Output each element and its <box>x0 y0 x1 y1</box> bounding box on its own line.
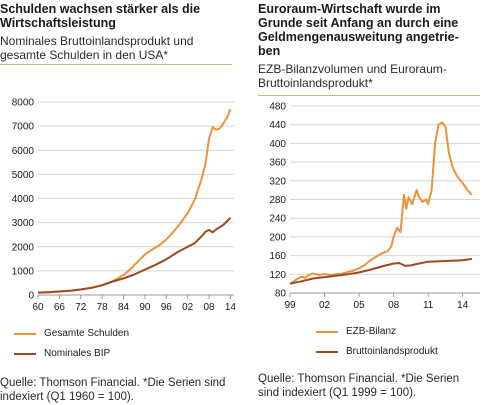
x-tick-label: 08 <box>203 302 215 313</box>
x-tick-label: 84 <box>118 302 130 313</box>
y-tick-label: 440 <box>269 120 286 131</box>
chart-title-line: Grunde seit Anfang an durch eine <box>258 16 459 30</box>
chart-title: Euroraum-Wirtschaft wurde im Grunde seit… <box>258 2 487 58</box>
chart-title-line: Geldmengenausweitung angetrie- <box>258 30 459 44</box>
y-tick-label: 0 <box>28 291 34 302</box>
chart-source: Quelle: Thomson Financial. *Die Serien s… <box>0 377 226 403</box>
y-tick-label: 80 <box>275 289 287 300</box>
x-tick-label: 11 <box>423 300 434 311</box>
y-tick-label: 120 <box>269 270 286 281</box>
chart-subtitle: Nominales Bruttoinlandsprodukt und gesam… <box>0 34 194 62</box>
chart-subtitle: EZB-Bilanzvolumen und Euroraum- Bruttoin… <box>258 62 487 90</box>
y-tick-label: 480 <box>269 102 286 113</box>
title-divider <box>0 64 232 65</box>
y-tick-label: 200 <box>269 232 286 243</box>
x-tick-label: 60 <box>32 302 44 313</box>
y-tick-label: 8000 <box>12 98 35 109</box>
legend-label: Gesamte Schulden <box>44 328 130 339</box>
x-tick-label: 90 <box>139 302 151 313</box>
series-line <box>37 108 232 294</box>
legend-swatch <box>14 353 36 355</box>
x-tick-label: 78 <box>97 302 109 313</box>
chart-source: Quelle: Thomson Financial. *Die Serien s… <box>258 373 460 399</box>
legend-swatch <box>316 351 338 353</box>
y-tick-label: 240 <box>269 214 286 225</box>
chart-panel-right: Euroraum-Wirtschaft wurde im Grunde seit… <box>258 0 487 405</box>
y-tick-label: 280 <box>269 195 286 206</box>
series-line <box>289 121 473 285</box>
x-tick-label: 08 <box>388 300 400 311</box>
legend-swatch <box>14 333 36 335</box>
title-divider <box>258 95 480 96</box>
chart-title-line: Euroraum-Wirtschaft wurde im <box>258 2 441 16</box>
legend-swatch <box>316 331 338 333</box>
chart-title-line: ben <box>258 44 281 58</box>
y-tick-label: 320 <box>269 176 286 187</box>
chart-title: Schulden wachsen stärker als die Wirtsch… <box>0 2 201 30</box>
y-tick-label: 160 <box>269 251 286 262</box>
chart-subtitle-line: EZB-Bilanzvolumen und Euroraum- <box>258 62 447 76</box>
series-line <box>37 217 232 294</box>
x-tick-label: 02 <box>319 300 331 311</box>
y-tick-label: 6000 <box>12 146 35 157</box>
y-tick-label: 400 <box>269 139 286 150</box>
series-line <box>289 257 473 285</box>
y-tick-label: 2000 <box>12 242 35 253</box>
line-chart-ecb-balance: 80 120 160 200 240 280 320 360 400 440 480 99 02 05 08… <box>269 102 480 311</box>
x-tick-label: 72 <box>75 302 87 313</box>
y-tick-label: 1000 <box>12 266 35 277</box>
x-tick-label: 96 <box>161 302 173 313</box>
y-tick-label: 5000 <box>12 170 35 181</box>
legend-label: EZB-Bilanz <box>346 326 397 337</box>
line-chart-us-debt: 0 1000 2000 3000 4000 5000 6000 7000 8000 60 66 72 7… <box>12 98 237 314</box>
y-tick-label: 7000 <box>12 122 35 133</box>
x-tick-label: 05 <box>354 300 366 311</box>
y-tick-label: 360 <box>269 158 286 169</box>
x-tick-label: 14 <box>225 302 237 313</box>
x-tick-label: 66 <box>54 302 66 313</box>
x-tick-label: 02 <box>182 302 194 313</box>
legend-label: Nominales BIP <box>44 348 111 359</box>
x-tick-label: 99 <box>284 300 296 311</box>
x-tick-label: 14 <box>457 300 469 311</box>
chart-panel-left: Schulden wachsen stärker als die Wirtsch… <box>0 2 237 403</box>
y-tick-label: 3000 <box>12 218 35 229</box>
chart-subtitle-line: Bruttoinlandsprodukt* <box>258 76 373 90</box>
y-tick-label: 4000 <box>12 194 35 205</box>
legend-label: Bruttoinlandsprodukt <box>346 346 438 357</box>
